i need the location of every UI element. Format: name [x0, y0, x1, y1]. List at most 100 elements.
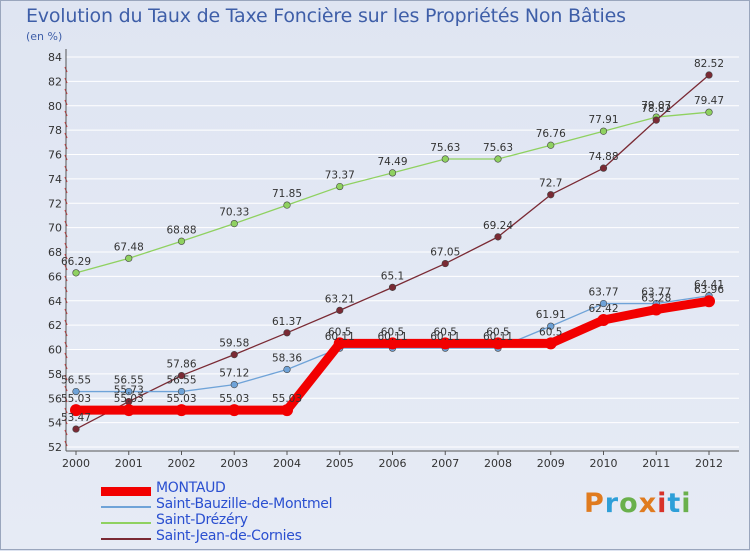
x-tick-label: 2001	[115, 457, 143, 470]
y-tick-label: 58	[48, 368, 62, 381]
data-label: 63.21	[325, 293, 355, 305]
legend-label: MONTAUD	[156, 480, 226, 496]
data-label: 60.11	[430, 331, 460, 343]
data-point	[441, 259, 449, 268]
data-label: 56.55	[166, 375, 196, 387]
axes: 52 54 56 58 60 62 64 66 68 70 72 74 76 78 80 82 84 2000 20…	[48, 49, 739, 470]
data-point	[230, 351, 238, 359]
data-label: 82.52	[694, 58, 724, 70]
legend-swatch	[101, 538, 151, 540]
data-point	[336, 182, 344, 191]
y-tick-label: 84	[48, 51, 62, 64]
data-label: 70.33	[219, 207, 249, 219]
data-point	[547, 191, 555, 199]
data-point	[336, 306, 344, 314]
data-point	[597, 314, 610, 327]
data-label: 55.03	[114, 393, 144, 405]
data-point	[703, 295, 715, 308]
data-point	[122, 404, 135, 417]
data-point	[72, 425, 80, 433]
proxiti-logo: Proxiti	[584, 488, 692, 519]
chart-unit-label: (en %)	[26, 30, 63, 43]
x-tick-label: 2004	[273, 457, 301, 470]
x-tick-label: 2009	[537, 457, 565, 470]
series-group	[70, 71, 715, 433]
data-point	[333, 337, 346, 350]
data-point	[705, 108, 713, 116]
legend-label: Saint-Bauzille-de-Montmel	[156, 496, 333, 512]
data-point	[547, 322, 555, 330]
legend-swatch	[101, 486, 151, 496]
data-point	[492, 337, 504, 350]
data-label: 60.5	[381, 326, 404, 338]
grid-lines	[66, 56, 739, 448]
data-label: 75.63	[483, 142, 513, 154]
data-point	[281, 404, 293, 417]
data-label: 56.55	[114, 375, 144, 387]
y-tick-label: 68	[48, 246, 62, 259]
data-label: 72.7	[539, 178, 562, 190]
data-point	[70, 404, 82, 417]
data-label: 68.88	[166, 224, 196, 236]
data-point	[494, 233, 502, 241]
data-point	[599, 299, 608, 308]
data-label: 63.77	[641, 287, 671, 299]
data-label: 60.11	[377, 331, 407, 343]
y-tick-label: 64	[48, 295, 62, 308]
x-tick-label: 2005	[326, 457, 354, 470]
y-tick-label: 76	[48, 149, 62, 162]
data-label: 76.76	[536, 128, 566, 140]
chart-title: Evolution du Taux de Taxe Foncière sur l…	[26, 5, 626, 27]
data-label: 61.91	[536, 309, 566, 321]
x-tick-label: 2006	[379, 457, 407, 470]
data-point	[175, 404, 188, 417]
y-tick-label: 82	[48, 75, 62, 88]
data-point	[386, 337, 399, 350]
y-tick-label: 60	[48, 344, 62, 357]
data-point	[599, 127, 608, 135]
data-point	[544, 337, 557, 350]
data-label: 60.5	[434, 326, 457, 338]
data-label: 63.77	[588, 287, 618, 299]
data-point	[228, 404, 241, 417]
data-point	[388, 283, 397, 291]
data-point	[283, 329, 291, 337]
data-point	[72, 387, 80, 396]
data-label: 67.48	[114, 241, 144, 253]
data-label: 60.5	[539, 326, 562, 338]
y-tick-label: 54	[48, 417, 62, 430]
data-label: 60.11	[483, 331, 513, 343]
data-label: 55.03	[219, 393, 249, 405]
x-tick-label: 2007	[431, 457, 459, 470]
data-label: 57.12	[219, 368, 249, 380]
data-point	[125, 387, 133, 396]
data-label: 75.63	[430, 142, 460, 154]
series-line-saint-dr-z-ry	[75, 111, 710, 274]
data-label: 63.96	[694, 284, 724, 296]
data-point	[125, 254, 133, 262]
data-point	[230, 220, 238, 228]
data-label: 67.05	[430, 247, 460, 259]
legend-label: Saint-Jean-de-Cornies	[156, 528, 302, 544]
data-label: 77.91	[588, 114, 618, 126]
data-label: 71.85	[272, 188, 302, 200]
data-label: 73.37	[325, 170, 355, 182]
data-label: 56.55	[61, 375, 91, 387]
data-label: 60.5	[486, 326, 509, 338]
y-tick-label: 74	[48, 173, 62, 186]
data-point	[283, 201, 291, 209]
data-label: 78.82	[641, 103, 671, 115]
data-label: 55.03	[166, 393, 196, 405]
y-tick-label: 72	[48, 197, 62, 210]
data-label: 66.29	[61, 256, 91, 268]
x-tick-label: 2011	[642, 457, 670, 470]
y-tick-label: 78	[48, 124, 62, 137]
x-tick-label: 2000	[62, 457, 90, 470]
data-label: 53.47	[61, 412, 91, 424]
data-label: 79.07	[641, 100, 671, 112]
y-tick-label: 80	[48, 100, 62, 113]
data-label: 60.5	[328, 326, 351, 338]
data-label: 61.37	[272, 316, 302, 328]
data-point	[494, 155, 502, 163]
